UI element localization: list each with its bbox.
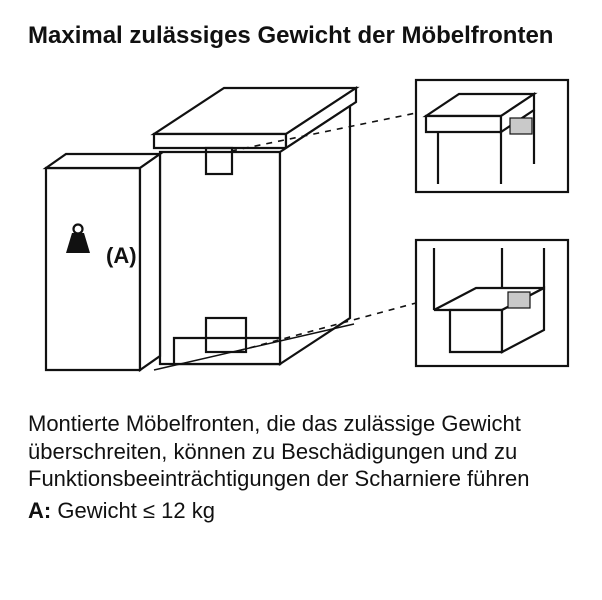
technical-diagram: (A) [28, 58, 574, 396]
svg-text:(A): (A) [106, 243, 137, 268]
weight-spec: A: Gewicht ≤ 12 kg [28, 497, 574, 525]
weight-label: A: [28, 498, 51, 523]
warning-text: Montierte Möbelfronten, die das zulässig… [28, 410, 574, 493]
weight-value: Gewicht ≤ 12 kg [57, 498, 215, 523]
page-title: Maximal zulässiges Gewicht der Möbelfron… [28, 22, 574, 50]
